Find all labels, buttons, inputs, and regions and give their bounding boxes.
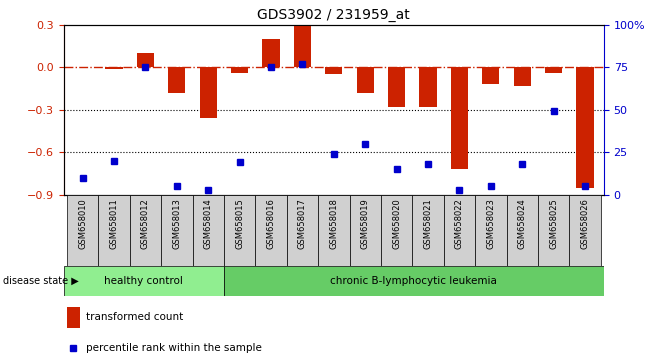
Bar xyxy=(513,67,531,86)
FancyBboxPatch shape xyxy=(224,195,255,266)
Bar xyxy=(482,67,499,84)
Bar xyxy=(451,67,468,169)
Text: GSM658010: GSM658010 xyxy=(78,198,87,249)
FancyBboxPatch shape xyxy=(570,195,601,266)
Bar xyxy=(576,67,594,188)
FancyBboxPatch shape xyxy=(161,195,193,266)
Bar xyxy=(64,266,224,296)
Bar xyxy=(262,39,280,67)
FancyBboxPatch shape xyxy=(318,195,350,266)
Bar xyxy=(199,67,217,118)
Text: GSM658022: GSM658022 xyxy=(455,198,464,249)
Text: GSM658012: GSM658012 xyxy=(141,198,150,249)
FancyBboxPatch shape xyxy=(413,195,444,266)
Text: healthy control: healthy control xyxy=(105,275,183,286)
Bar xyxy=(356,67,374,93)
Bar xyxy=(294,26,311,67)
Text: GSM658023: GSM658023 xyxy=(486,198,495,249)
Bar xyxy=(325,67,342,74)
Text: GSM658011: GSM658011 xyxy=(109,198,119,249)
Bar xyxy=(105,67,123,69)
Text: GSM658021: GSM658021 xyxy=(423,198,433,249)
Text: transformed count: transformed count xyxy=(87,312,184,322)
Bar xyxy=(231,67,248,73)
FancyBboxPatch shape xyxy=(507,195,538,266)
FancyBboxPatch shape xyxy=(538,195,570,266)
Text: chronic B-lymphocytic leukemia: chronic B-lymphocytic leukemia xyxy=(330,275,497,286)
Text: GSM658013: GSM658013 xyxy=(172,198,181,249)
FancyBboxPatch shape xyxy=(130,195,161,266)
Text: GSM658018: GSM658018 xyxy=(329,198,338,249)
Text: GSM658024: GSM658024 xyxy=(518,198,527,249)
Title: GDS3902 / 231959_at: GDS3902 / 231959_at xyxy=(258,8,410,22)
Bar xyxy=(168,67,185,93)
FancyBboxPatch shape xyxy=(287,195,318,266)
FancyBboxPatch shape xyxy=(350,195,381,266)
Text: GSM658020: GSM658020 xyxy=(392,198,401,249)
Bar xyxy=(224,266,604,296)
FancyBboxPatch shape xyxy=(255,195,287,266)
Bar xyxy=(67,307,80,328)
Text: GSM658025: GSM658025 xyxy=(549,198,558,249)
FancyBboxPatch shape xyxy=(193,195,224,266)
Bar xyxy=(137,53,154,67)
Text: GSM658014: GSM658014 xyxy=(204,198,213,249)
Text: GSM658017: GSM658017 xyxy=(298,198,307,249)
FancyBboxPatch shape xyxy=(98,195,130,266)
Text: GSM658026: GSM658026 xyxy=(580,198,590,249)
Text: GSM658019: GSM658019 xyxy=(361,198,370,249)
Bar xyxy=(419,67,437,107)
FancyBboxPatch shape xyxy=(381,195,413,266)
Text: GSM658015: GSM658015 xyxy=(235,198,244,249)
Text: GSM658016: GSM658016 xyxy=(266,198,276,249)
Text: disease state ▶: disease state ▶ xyxy=(3,275,79,286)
FancyBboxPatch shape xyxy=(475,195,507,266)
Text: percentile rank within the sample: percentile rank within the sample xyxy=(87,343,262,353)
Bar xyxy=(545,67,562,73)
FancyBboxPatch shape xyxy=(67,195,98,266)
Bar xyxy=(388,67,405,107)
FancyBboxPatch shape xyxy=(444,195,475,266)
